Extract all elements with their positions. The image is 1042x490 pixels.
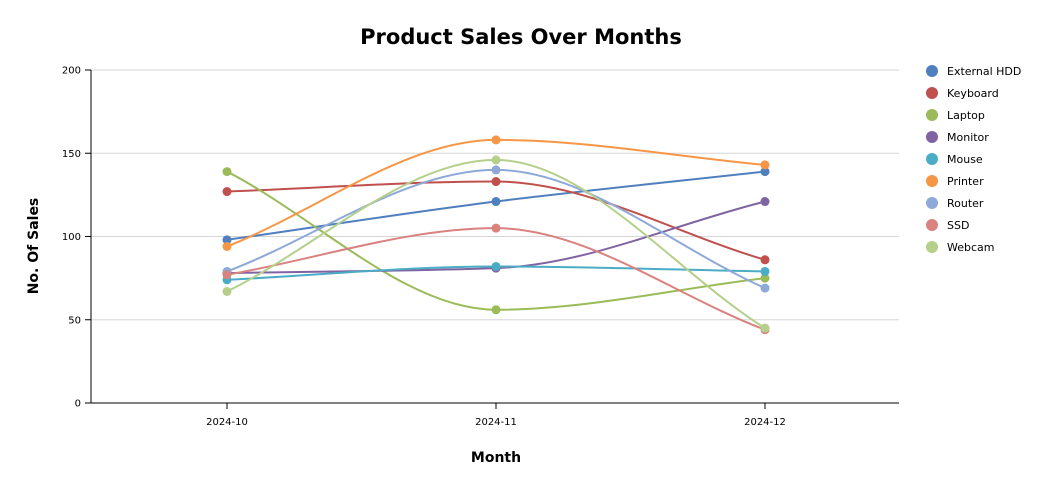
data-point-keyboard[interactable] [491,177,501,187]
data-point-external-hdd[interactable] [491,197,501,207]
legend: External HDD Keyboard Laptop Monitor Mouse Pr… [926,65,1021,254]
data-point-webcam[interactable] [760,323,770,333]
legend-label-mouse[interactable]: Mouse [947,153,983,166]
y-tick-label: 0 [75,399,81,410]
y-tick-label: 200 [62,66,81,77]
data-point-laptop[interactable] [491,305,501,315]
data-point-webcam[interactable] [491,155,501,165]
legend-marker-webcam[interactable] [926,241,938,253]
legend-marker-ssd[interactable] [926,219,938,231]
data-point-printer[interactable] [222,241,232,251]
legend-marker-external-hdd[interactable] [926,65,938,77]
data-point-mouse[interactable] [760,266,770,276]
x-tick-label: 2024-10 [206,417,248,428]
data-point-ssd[interactable] [491,223,501,233]
x-tick-label: 2024-12 [744,417,786,428]
x-axis-ticks: 2024-10 2024-11 2024-12 [206,403,786,428]
chart-title: Product Sales Over Months [360,25,682,49]
legend-label-laptop[interactable]: Laptop [947,109,985,122]
legend-label-keyboard[interactable]: Keyboard [947,87,999,100]
legend-marker-router[interactable] [926,197,938,209]
legend-marker-laptop[interactable] [926,109,938,121]
legend-label-ssd[interactable]: SSD [947,219,969,232]
data-point-webcam[interactable] [222,286,232,296]
x-axis-title: Month [471,450,521,466]
grid-lines [91,69,899,321]
y-tick-label: 50 [68,315,81,326]
legend-marker-monitor[interactable] [926,131,938,143]
y-axis-ticks: 0 50 100 150 200 [62,66,91,410]
y-axis-title: No. Of Sales [26,198,42,295]
series-line-laptop [226,170,766,311]
data-point-ssd[interactable] [222,270,232,280]
data-point-printer[interactable] [491,135,501,145]
data-point-mouse[interactable] [491,261,501,271]
data-point-router[interactable] [491,165,501,175]
x-tick-label: 2024-11 [475,417,517,428]
data-point-monitor[interactable] [760,197,770,207]
legend-label-monitor[interactable]: Monitor [947,131,989,144]
y-tick-label: 150 [62,149,81,160]
data-point-laptop[interactable] [760,273,770,283]
legend-marker-printer[interactable] [926,175,938,187]
data-point-router[interactable] [760,283,770,293]
data-point-external-hdd[interactable] [760,167,770,177]
legend-marker-mouse[interactable] [926,153,938,165]
data-point-printer[interactable] [760,160,770,170]
data-point-laptop[interactable] [222,167,232,177]
legend-marker-keyboard[interactable] [926,87,938,99]
legend-label-printer[interactable]: Printer [947,175,984,188]
legend-label-external-hdd[interactable]: External HDD [947,65,1021,78]
legend-label-router[interactable]: Router [947,197,984,210]
data-point-keyboard[interactable] [222,187,232,197]
data-point-keyboard[interactable] [760,255,770,265]
data-point-external-hdd[interactable] [222,235,232,245]
legend-label-webcam[interactable]: Webcam [947,241,995,254]
y-tick-label: 100 [62,232,81,243]
series-lines [222,135,770,335]
